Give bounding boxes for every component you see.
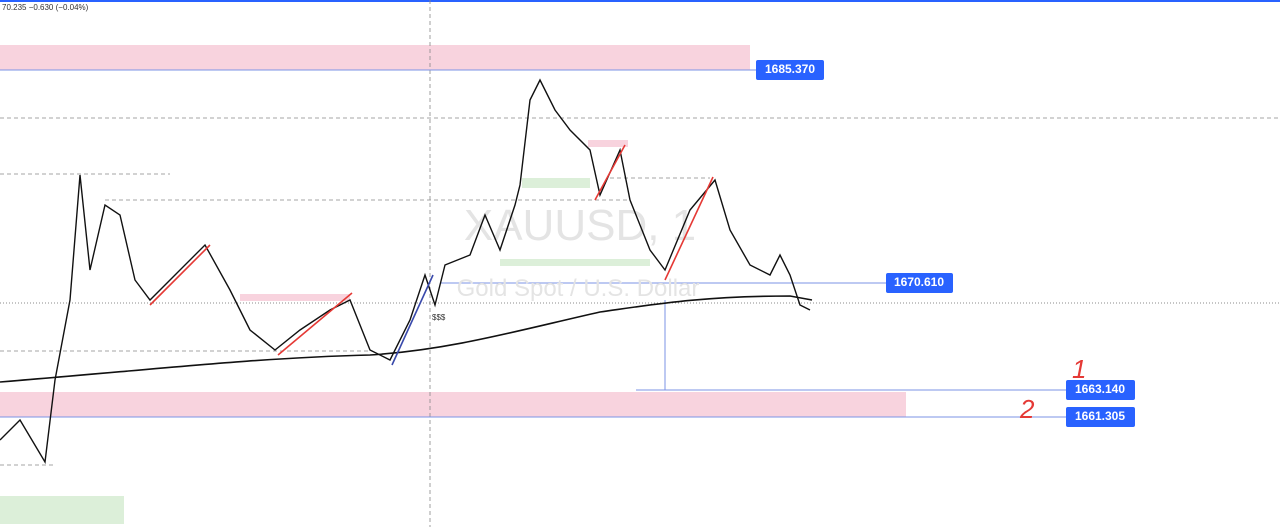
trend-lines [149, 144, 714, 356]
price-lines [0, 69, 1066, 418]
watermark-description: Gold Spot / U.S. Dollar [457, 275, 700, 302]
price-label: 1663.140 [1066, 380, 1135, 400]
supply-zone [0, 45, 750, 70]
price-label-text: 1661.305 [1075, 409, 1125, 423]
green-zone [0, 496, 124, 524]
price-label-text: 1663.140 [1075, 382, 1125, 396]
price-label-text: 1670.610 [894, 275, 944, 289]
demand-zone [0, 392, 906, 417]
pink-zone [240, 294, 350, 301]
price-label: 1670.610 [886, 273, 953, 293]
target-mark: 1 [1072, 354, 1086, 384]
watermark-symbol: XAUUSD, 1 [464, 201, 696, 250]
moving-average [0, 295, 813, 383]
price-label: 1661.305 [1066, 407, 1135, 427]
price-series [0, 78, 811, 465]
trend-line [391, 274, 434, 366]
green-zone [522, 178, 590, 188]
liquidity-label: $$$ [432, 313, 446, 322]
price-label-text: 1685.370 [765, 62, 815, 76]
price-label: 1685.370 [756, 60, 824, 80]
green-zone [500, 259, 650, 266]
pink-zone [588, 140, 628, 147]
header-quote: 70.235 −0.630 (−0.04%) [2, 3, 89, 12]
target-mark: 2 [1019, 394, 1035, 424]
